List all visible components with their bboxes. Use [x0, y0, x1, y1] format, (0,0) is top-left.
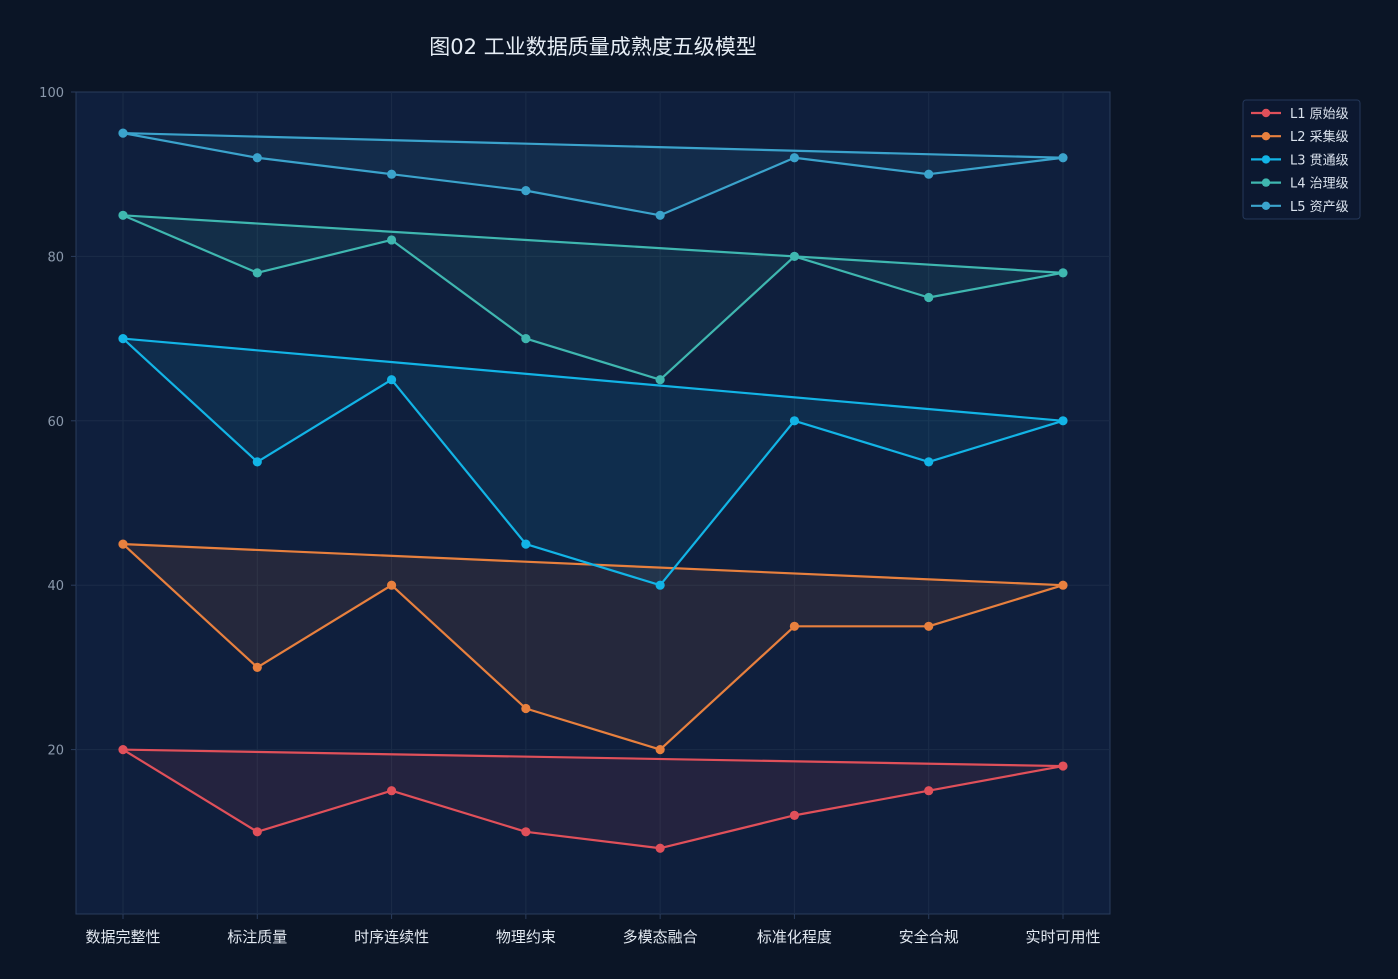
legend-entry-label: L5 资产级 — [1290, 200, 1349, 215]
data-point — [521, 827, 531, 837]
x-tick-label: 多模态融合 — [623, 928, 698, 946]
data-point — [252, 153, 262, 163]
legend-swatch-marker — [1261, 178, 1271, 187]
data-point — [924, 621, 934, 631]
x-axis: 数据完整性 标注质量 时序连续性 物理约束 多模态融合 标准化程度 安全合规 实时可用性 — [85, 914, 1101, 946]
data-point — [1058, 761, 1068, 771]
data-point — [521, 186, 531, 196]
data-point — [252, 662, 262, 673]
grid-lines — [76, 92, 1110, 914]
x-tick-label: 标注质量 — [227, 928, 287, 946]
data-point — [521, 703, 531, 714]
legend-swatch-marker — [1261, 132, 1271, 141]
data-point — [118, 334, 128, 344]
data-point — [924, 457, 934, 467]
x-tick-label: 数据完整性 — [85, 928, 160, 946]
data-point — [655, 210, 665, 220]
data-point — [789, 621, 800, 631]
data-point — [1058, 268, 1068, 278]
legend-entry-label: L2 采集级 — [1290, 129, 1349, 145]
x-tick-label: 安全合规 — [899, 928, 959, 946]
data-point — [386, 169, 397, 179]
legend-entry-label: L3 贯通级 — [1290, 153, 1349, 168]
data-point — [252, 268, 262, 278]
data-point — [655, 745, 665, 755]
legend: L1 原始级 L2 采集级 L3 贯通级 L4 治理级 L5 资产级 — [1242, 99, 1361, 220]
series-line — [122, 132, 1064, 217]
series-line — [122, 214, 1064, 381]
series-fill-area — [123, 215, 1063, 380]
data-point — [118, 745, 128, 755]
series-fill-area — [123, 133, 1063, 216]
legend-swatch-marker — [1261, 201, 1271, 210]
data-point — [1058, 416, 1068, 426]
y-tick-label: 80 — [47, 250, 64, 265]
series-closing-line — [122, 337, 1064, 422]
x-tick-label: 物理约束 — [496, 928, 556, 946]
data-point — [521, 334, 531, 344]
data-point — [924, 169, 934, 179]
legend-entry-label: L4 治理级 — [1290, 177, 1349, 192]
data-point — [1058, 153, 1068, 163]
y-tick-label: 100 — [39, 86, 64, 101]
series-closing-line — [122, 214, 1064, 274]
data-point — [655, 375, 665, 385]
data-point — [789, 416, 800, 426]
data-point — [655, 843, 665, 853]
data-point — [924, 292, 934, 303]
data-point — [1058, 580, 1068, 590]
y-axis: 20 40 60 80 100 — [39, 86, 76, 759]
data-point — [118, 539, 128, 549]
legend-entry-label: L1 原始级 — [1290, 107, 1349, 122]
series-line — [122, 543, 1064, 751]
y-tick-label: 40 — [47, 579, 64, 594]
series-fill-area — [123, 749, 1063, 849]
series-closing-line — [122, 132, 1064, 159]
series-lines — [118, 128, 1068, 853]
y-tick-label: 20 — [47, 744, 64, 759]
data-point — [386, 786, 397, 796]
series-line — [122, 748, 1064, 850]
x-tick-label: 标准化程度 — [757, 928, 832, 946]
y-tick-label: 60 — [47, 415, 64, 430]
chart-title: 图02 工业数据质量成熟度五级模型 — [429, 35, 756, 59]
plot-area — [75, 91, 1111, 915]
series-line — [122, 337, 1064, 587]
data-point — [386, 235, 397, 245]
legend-box — [1242, 99, 1361, 220]
data-point — [252, 827, 262, 837]
data-point — [252, 457, 262, 467]
data-point — [118, 210, 128, 220]
legend-swatch-marker — [1261, 155, 1271, 164]
data-point — [386, 375, 397, 385]
data-point — [521, 539, 531, 549]
legend-swatch-marker — [1261, 108, 1271, 118]
x-tick-label: 时序连续性 — [354, 928, 429, 946]
data-point — [789, 153, 800, 163]
data-point — [789, 810, 800, 820]
data-point — [386, 580, 397, 590]
data-point — [924, 786, 934, 796]
x-tick-label: 实时可用性 — [1025, 928, 1100, 946]
data-point — [789, 251, 800, 261]
series-fill-area — [123, 544, 1063, 750]
data-point — [655, 580, 665, 590]
series-closing-line — [122, 748, 1064, 768]
data-point — [118, 128, 128, 138]
